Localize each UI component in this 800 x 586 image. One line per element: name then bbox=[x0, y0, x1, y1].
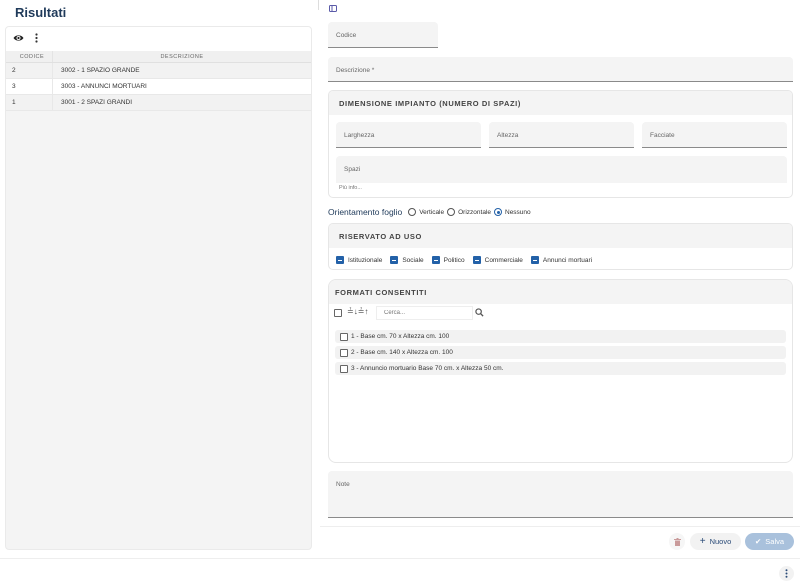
descrizione-label: Descrizione * bbox=[336, 67, 375, 74]
spazi-field[interactable]: Spazi bbox=[336, 156, 787, 183]
note-field[interactable]: Note bbox=[328, 471, 793, 518]
riservato-options: Istituzionale Sociale Politico Commercia… bbox=[329, 248, 792, 264]
formato-item[interactable]: 1 - Base cm. 70 x Altezza cm. 100 bbox=[335, 330, 786, 343]
cell-description: 3001 - 2 SPAZI GRANDI bbox=[61, 99, 133, 106]
cell-code: 1 bbox=[6, 95, 53, 110]
more-vertical-icon[interactable] bbox=[35, 33, 38, 43]
checkbox-istituzionale[interactable]: Istituzionale bbox=[336, 256, 382, 264]
spazi-label: Spazi bbox=[344, 166, 361, 173]
footer-menu-button[interactable] bbox=[779, 566, 794, 581]
radio-orizzontale[interactable]: Orizzontale bbox=[447, 208, 491, 216]
more-info-link[interactable]: Più info... bbox=[339, 185, 362, 191]
more-vertical-icon bbox=[785, 569, 788, 578]
new-button[interactable]: + Nuovo bbox=[690, 533, 741, 550]
save-button[interactable]: ✔ Salva bbox=[745, 533, 794, 550]
checkbox-sociale[interactable]: Sociale bbox=[390, 256, 424, 264]
codice-label: Codice bbox=[336, 32, 357, 39]
cell-code: 2 bbox=[6, 63, 53, 78]
checkbox-politico[interactable]: Politico bbox=[431, 256, 465, 264]
larghezza-field[interactable]: Larghezza bbox=[336, 122, 481, 148]
divider bbox=[320, 526, 800, 527]
riservato-card: RISERVATO AD USO Istituzionale Sociale P… bbox=[328, 223, 793, 270]
results-panel: CODICE DESCRIZIONE 2 3002 - 1 SPAZIO GRAN… bbox=[5, 26, 312, 550]
facciate-field[interactable]: Facciate bbox=[642, 122, 787, 148]
cell-code: 3 bbox=[6, 79, 53, 94]
riservato-title: RISERVATO AD USO bbox=[329, 224, 792, 248]
search-icon[interactable] bbox=[475, 308, 484, 317]
trash-icon bbox=[673, 537, 681, 546]
results-title: Risultati bbox=[15, 5, 67, 20]
codice-field[interactable]: Codice bbox=[328, 22, 438, 48]
eye-icon[interactable] bbox=[13, 34, 24, 42]
formato-item[interactable]: 2 - Base cm. 140 x Altezza cm. 100 bbox=[335, 346, 786, 359]
divider bbox=[0, 558, 800, 559]
descrizione-field[interactable]: Descrizione * bbox=[328, 57, 793, 82]
larghezza-label: Larghezza bbox=[344, 132, 375, 139]
orientamento-label: Orientamento foglio bbox=[328, 207, 403, 217]
checkbox-commerciale[interactable]: Commerciale bbox=[472, 256, 523, 264]
formato-item[interactable]: 3 - Annuncio mortuario Base 70 cm. x Alt… bbox=[335, 362, 786, 375]
radio-nessuno[interactable]: Nessuno bbox=[494, 208, 531, 216]
orientamento-group: Orientamento foglio Verticale Orizzontal… bbox=[328, 207, 534, 217]
dimensione-title: DIMENSIONE IMPIANTO (NUMERO DI SPAZI) bbox=[329, 91, 792, 115]
checkbox-annunci-mortuari[interactable]: Annunci mortuari bbox=[530, 256, 592, 264]
check-icon: ✔ bbox=[754, 537, 762, 546]
altezza-field[interactable]: Altezza bbox=[489, 122, 634, 148]
results-toolbar bbox=[6, 27, 311, 51]
radio-verticale[interactable]: Verticale bbox=[408, 208, 444, 216]
table-header: CODICE DESCRIZIONE bbox=[6, 51, 311, 63]
plus-icon: + bbox=[699, 536, 706, 547]
table-row[interactable]: 2 3002 - 1 SPAZIO GRANDE bbox=[6, 63, 311, 79]
table-row[interactable]: 1 3001 - 2 SPAZI GRANDI bbox=[6, 95, 311, 111]
toggle-panel-icon[interactable] bbox=[329, 5, 337, 12]
column-codice[interactable]: CODICE bbox=[6, 51, 53, 62]
formati-title: FORMATI CONSENTITI bbox=[329, 280, 792, 304]
sort-icon[interactable]: ≟↓≟↑ bbox=[347, 307, 369, 316]
cell-description: 3002 - 1 SPAZIO GRANDE bbox=[61, 67, 140, 74]
table-row[interactable]: 3 3003 - ANNUNCI MORTUARI bbox=[6, 79, 311, 95]
divider bbox=[318, 0, 319, 10]
note-label: Note bbox=[336, 481, 350, 488]
formati-card: FORMATI CONSENTITI ≟↓≟↑ 1 - Base cm. 70 … bbox=[328, 279, 793, 463]
dimensione-card: DIMENSIONE IMPIANTO (NUMERO DI SPAZI) La… bbox=[328, 90, 793, 198]
formati-search-input[interactable] bbox=[376, 306, 473, 320]
cell-description: 3003 - ANNUNCI MORTUARI bbox=[61, 83, 147, 90]
select-all-checkbox[interactable] bbox=[334, 309, 342, 317]
column-descrizione[interactable]: DESCRIZIONE bbox=[160, 53, 204, 60]
altezza-label: Altezza bbox=[497, 132, 519, 139]
delete-button[interactable] bbox=[669, 533, 685, 550]
facciate-label: Facciate bbox=[650, 132, 675, 139]
